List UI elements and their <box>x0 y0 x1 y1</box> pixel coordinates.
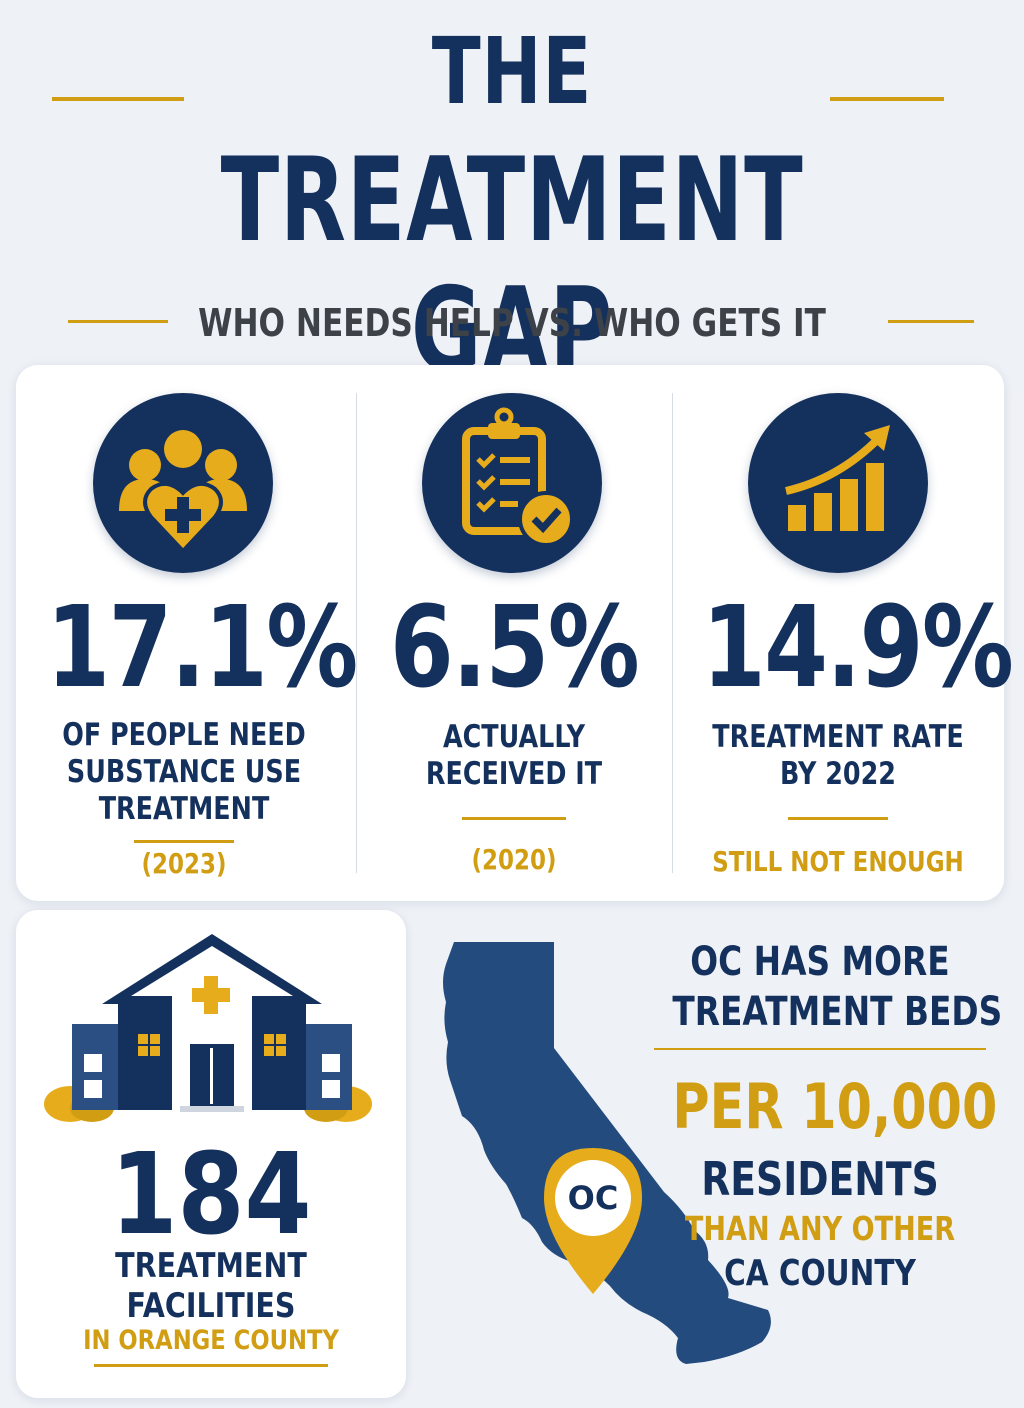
title-line-1: THE <box>431 18 593 125</box>
stat-value: 14.9% <box>701 583 1014 713</box>
oc-location-pin: OC <box>538 1140 648 1296</box>
facilities-rule <box>94 1364 328 1367</box>
beds-line-3: RESIDENTS <box>701 1152 939 1206</box>
beds-line-2: TREATMENT BEDS <box>672 989 1003 1035</box>
beds-rule <box>654 1048 986 1050</box>
stat-note: (2023) <box>141 847 227 880</box>
stat-need-treatment: 17.1% OF PEOPLE NEED SUBSTANCE USE TREAT… <box>16 365 358 901</box>
beds-line-1: OC HAS MORE <box>690 939 950 985</box>
subtitle-rule-right <box>888 320 974 323</box>
clipboard-check-icon <box>422 393 602 573</box>
column-divider <box>672 393 673 873</box>
subtitle: WHO NEEDS HELP VS. WHO GETS IT <box>198 301 826 345</box>
growth-chart-icon <box>748 393 928 573</box>
stat-rule <box>134 840 234 843</box>
beds-line-4: THAN ANY OTHER <box>684 1209 956 1248</box>
stat-received-treatment: 6.5% ACTUALLY RECEIVED IT (2020) <box>356 365 672 901</box>
title-rule-left <box>52 97 184 101</box>
stat-value: 6.5% <box>389 583 640 713</box>
stats-card: 17.1% OF PEOPLE NEED SUBSTANCE USE TREAT… <box>16 365 1014 901</box>
facilities-card: 184 TREATMENT FACILITIES IN ORANGE COUNT… <box>16 910 406 1398</box>
subtitle-rule-left <box>68 320 168 323</box>
column-divider <box>356 393 357 873</box>
stat-treatment-rate: 14.9% TREATMENT RATE BY 2022 STILL NOT E… <box>672 365 1014 901</box>
stat-rule <box>462 817 566 820</box>
beds-line-5: CA COUNTY <box>724 1253 916 1294</box>
title-rule-right <box>830 97 944 101</box>
facilities-label-line-2: FACILITIES <box>126 1286 296 1326</box>
stat-rule <box>788 817 888 820</box>
stat-note: (2020) <box>471 843 557 876</box>
stat-note: STILL NOT ENOUGH <box>712 845 964 878</box>
stat-description: TREATMENT RATE BY 2022 <box>712 719 964 792</box>
stat-value: 17.1% <box>46 583 358 713</box>
facilities-location: IN ORANGE COUNTY <box>83 1325 339 1356</box>
hospital-building-icon <box>44 934 372 1122</box>
beds-highlight: PER 10,000 <box>672 1070 998 1143</box>
facilities-count: 184 <box>110 1130 312 1260</box>
people-heart-icon <box>93 393 273 573</box>
facilities-label-line-1: TREATMENT <box>115 1246 307 1286</box>
stat-description: ACTUALLY RECEIVED IT <box>425 719 603 792</box>
title-line-2: TREATMENT GAP <box>220 133 804 398</box>
pin-label: OC <box>567 1179 619 1217</box>
stat-description: OF PEOPLE NEED SUBSTANCE USE TREATMENT <box>62 717 306 827</box>
